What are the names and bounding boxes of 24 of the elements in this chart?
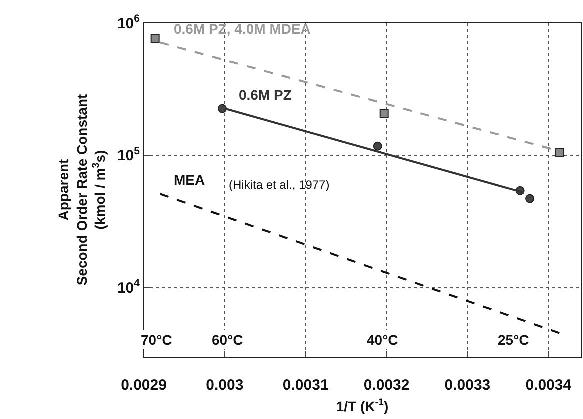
x-tick-label: 0.0034: [526, 377, 572, 394]
x-tick-label: 0.0033: [444, 377, 491, 394]
point: [380, 109, 389, 118]
series-label: 0.6M PZ, 4.0M MDEA: [174, 21, 311, 37]
annotation: 25°C: [498, 332, 530, 348]
x-tick-label: 0.0031: [282, 377, 329, 394]
point: [373, 142, 382, 151]
y-tick-label: 10$^{4}$: [117, 278, 140, 298]
series-label: 0.6M PZ: [239, 87, 292, 103]
point: [150, 34, 160, 44]
point: [218, 104, 227, 114]
series-label: MEA: [174, 172, 206, 188]
y-tick-label: 10$^{5}$: [117, 145, 140, 165]
point: [555, 148, 564, 158]
x-tick-label: 0.0032: [364, 377, 410, 394]
x-tick-label: 0.0029: [121, 377, 167, 394]
x-axis-title: 1/T (K$^{-1}$): [336, 397, 389, 414]
annotation: 40°C: [367, 332, 398, 348]
annotation: 70°C: [141, 332, 172, 348]
annotation: (Hikita et al., 1977): [229, 178, 330, 192]
point: [526, 194, 535, 204]
annotation: 60°C: [212, 332, 244, 348]
x-tick-label: 0.003: [206, 377, 244, 394]
y-tick-label: 10$^{6}$: [117, 12, 140, 32]
